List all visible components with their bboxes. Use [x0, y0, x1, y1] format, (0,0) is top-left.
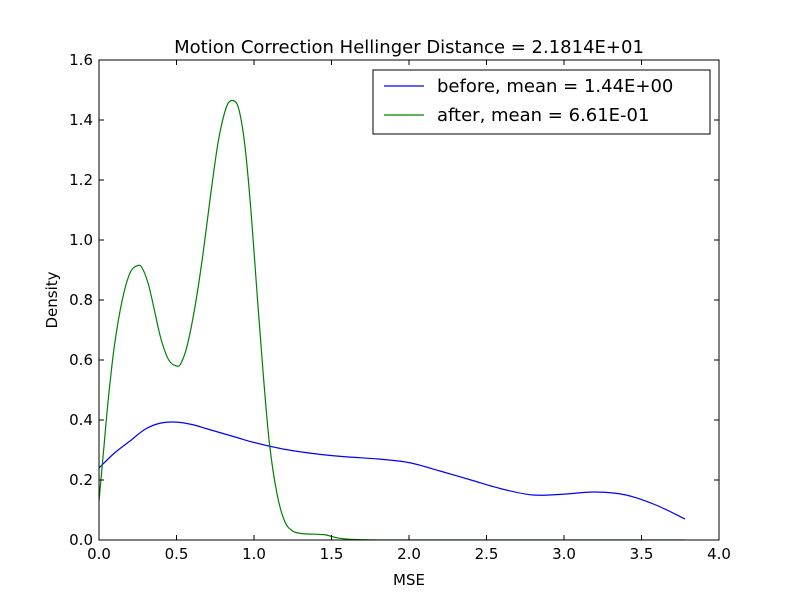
x-tick-label: 4.0 [707, 545, 731, 563]
y-tick-label: 0.2 [69, 471, 93, 489]
legend: before, mean = 1.44E+00 after, mean = 6.6… [372, 69, 711, 135]
y-tick-label: 0.4 [69, 411, 93, 429]
axis-ticks: 0.0 0.5 1.0 1.5 2.0 2.5 3.0 3.5 4.0 0.0 0.2 0.4 0.6 0… [69, 51, 731, 563]
x-tick-label: 3.0 [552, 545, 576, 563]
legend-label-before: before, mean = 1.44E+00 [437, 76, 673, 97]
series-line-after [99, 99, 685, 540]
legend-label-after: after, mean = 6.61E-01 [437, 105, 649, 126]
x-tick-label: 1.5 [320, 545, 344, 563]
y-tick-label: 1.2 [69, 171, 93, 189]
y-tick-label: 1.0 [69, 231, 93, 249]
y-tick-label: 1.6 [69, 51, 93, 69]
y-tick-label: 0.6 [69, 351, 93, 369]
y-axis-label: Density [43, 271, 61, 328]
plot-area [99, 99, 686, 540]
x-tick-label: 0.5 [165, 545, 189, 563]
y-tick-label: 0.8 [69, 291, 93, 309]
chart-title: Motion Correction Hellinger Distance = 2… [174, 37, 644, 58]
y-tick-label: 0.0 [69, 531, 93, 549]
x-tick-label: 1.0 [242, 545, 266, 563]
x-tick-label: 2.0 [397, 545, 421, 563]
legend-box [372, 69, 711, 135]
x-tick-label: 2.5 [475, 545, 499, 563]
x-axis-label: MSE [393, 571, 425, 589]
series-line-before [99, 421, 686, 520]
y-tick-label: 1.4 [69, 111, 93, 129]
x-tick-label: 0.0 [87, 545, 111, 563]
x-tick-label: 3.5 [630, 545, 654, 563]
